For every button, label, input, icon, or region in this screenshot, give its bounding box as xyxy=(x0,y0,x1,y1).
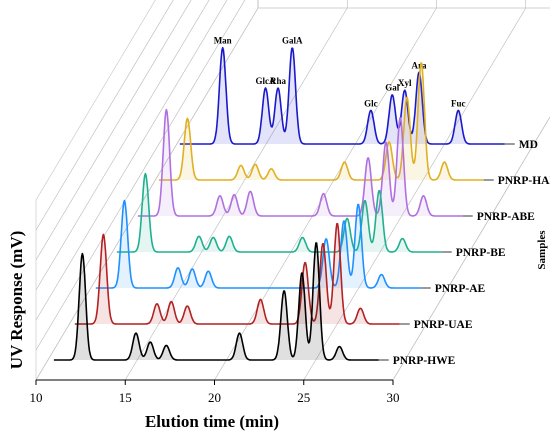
floor-grid-line xyxy=(392,116,550,381)
left-wall-grid-line xyxy=(35,0,228,321)
series-pnrp-uae: PNRP-UAE xyxy=(74,223,473,331)
series-label: PNRP-HWE xyxy=(393,355,456,367)
peak-label: Ara xyxy=(412,60,427,70)
series-pnrp-abe: PNRP-ABE xyxy=(137,108,535,223)
peak-label: Glc xyxy=(364,98,378,108)
y-axis-title: UV Response (mV) xyxy=(7,231,26,370)
floor-grid-line xyxy=(303,7,527,381)
series-pnrp-ae: PNRP-AE xyxy=(95,199,486,295)
series-line xyxy=(158,62,484,181)
floor-grid-line xyxy=(214,7,437,381)
z-axis-title: Samples xyxy=(536,230,548,270)
series-label: PNRP-AE xyxy=(435,283,486,295)
x-tick-label: 30 xyxy=(387,390,400,405)
series-label: MD xyxy=(519,139,538,151)
back-walls-grid xyxy=(35,0,550,382)
back-wall xyxy=(257,0,550,9)
series-line xyxy=(116,172,442,253)
series-line xyxy=(95,199,421,289)
left-wall-grid-line xyxy=(35,0,174,231)
series-line xyxy=(74,223,400,325)
series-area xyxy=(158,63,484,180)
left-wall-grid-line xyxy=(35,0,192,261)
series-label: PNRP-HAE xyxy=(498,175,550,187)
series-pnrp-hwe: PNRP-HWE xyxy=(53,242,456,367)
x-tick-label: 20 xyxy=(208,390,221,405)
peak-label: Gal xyxy=(385,83,400,93)
peak-label: Man xyxy=(214,36,232,46)
series-label: PNRP-BE xyxy=(456,247,506,259)
x-axis: 10 15 20 25 30 xyxy=(30,379,400,405)
peak-label: GalA xyxy=(282,36,303,46)
series-line xyxy=(179,46,505,145)
peak-label: Rha xyxy=(270,76,287,86)
series-label: PNRP-ABE xyxy=(477,211,535,223)
peak-label: GlcA xyxy=(256,76,276,86)
series-line xyxy=(137,108,463,217)
series-line xyxy=(53,242,379,361)
left-wall-grid-line xyxy=(35,0,210,291)
x-tick-label: 15 xyxy=(119,390,132,405)
x-tick-label: 10 xyxy=(30,390,43,405)
x-tick-label: 25 xyxy=(297,390,310,405)
peak-label: Xyl xyxy=(398,78,412,88)
series-label: PNRP-UAE xyxy=(414,319,473,331)
peak-label: Fuc xyxy=(451,98,466,108)
left-wall-grid-line xyxy=(35,0,246,351)
x-axis-title: Elution time (min) xyxy=(145,412,279,431)
